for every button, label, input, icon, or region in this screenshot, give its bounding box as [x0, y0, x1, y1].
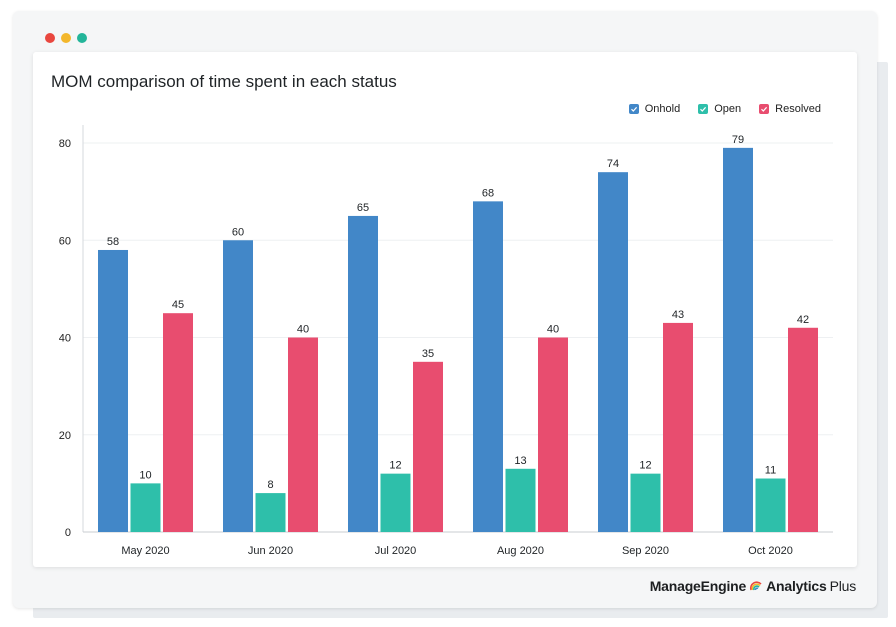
bar-onhold [348, 215, 378, 532]
legend-swatch-open-icon [698, 104, 709, 114]
data-label: 68 [482, 187, 494, 199]
data-label: 40 [297, 324, 309, 336]
data-label: 43 [672, 309, 684, 321]
bar-onhold [223, 240, 253, 532]
bar-open [380, 473, 411, 532]
x-tick-label: Aug 2020 [497, 545, 544, 557]
bar-onhold [598, 172, 628, 533]
legend-label-open: Open [714, 103, 742, 115]
brand-logo: ManageEngine Analytics Plus [649, 578, 857, 594]
data-label: 11 [765, 465, 776, 477]
x-tick-label: May 2020 [121, 545, 169, 557]
bar-open [505, 468, 536, 532]
bar-resolved [288, 337, 318, 532]
y-tick-label: 0 [65, 527, 71, 539]
bar-open [630, 473, 661, 532]
brand-product: Analytics [766, 578, 827, 594]
data-label: 13 [514, 455, 526, 467]
bar-open [755, 478, 786, 532]
data-label: 8 [267, 479, 273, 491]
y-tick-label: 60 [59, 235, 71, 247]
data-label: 45 [172, 299, 184, 311]
maximize-dot-icon[interactable] [77, 33, 87, 43]
x-tick-label: Oct 2020 [748, 545, 793, 557]
legend-swatch-onhold-icon [628, 104, 639, 114]
data-label: 35 [422, 348, 434, 360]
data-label: 12 [389, 460, 401, 472]
brand-company: ManageEngine [649, 578, 747, 594]
data-label: 40 [547, 324, 559, 336]
bar-resolved [663, 322, 693, 532]
data-label: 74 [607, 158, 619, 170]
chart-title: MOM comparison of time spent in each sta… [51, 72, 397, 91]
bar-chart: 0 20 40 60 80 58 10 45 May 2020 60 8 40 Jun 2020 65 12… [59, 125, 833, 557]
y-tick-label: 20 [59, 430, 71, 442]
data-label: 65 [357, 202, 369, 214]
bar-resolved [538, 337, 568, 532]
x-tick-label: Jul 2020 [375, 545, 417, 557]
legend-item-resolved[interactable]: Resolved [759, 103, 821, 115]
data-label: 58 [107, 236, 119, 248]
legend-swatch-resolved-icon [759, 104, 770, 114]
bar-resolved [413, 361, 443, 532]
x-tick-label: Sep 2020 [622, 545, 669, 557]
bar-onhold [723, 147, 753, 533]
data-label: 12 [639, 460, 651, 472]
legend-item-open[interactable]: Open [698, 103, 741, 115]
bar-open [130, 483, 161, 532]
close-dot-icon[interactable] [45, 33, 55, 43]
brand-swirl-icon [750, 581, 762, 591]
minimize-dot-icon[interactable] [61, 33, 71, 43]
chart-card: MOM comparison of time spent in each sta… [33, 52, 857, 567]
legend-label-onhold: Onhold [644, 103, 681, 115]
legend-item-onhold[interactable]: Onhold [628, 103, 681, 115]
data-label: 60 [232, 226, 244, 238]
bar-resolved [788, 327, 818, 532]
y-tick-label: 80 [59, 138, 71, 150]
bar-onhold [98, 249, 128, 532]
data-label: 79 [732, 134, 744, 146]
chart-legend: Onhold Open Resolved [628, 103, 821, 115]
x-tick-label: Jun 2020 [248, 545, 293, 557]
bar-onhold [473, 201, 503, 532]
bar-resolved [163, 313, 193, 532]
legend-label-resolved: Resolved [775, 103, 821, 115]
y-tick-label: 40 [59, 333, 71, 345]
data-label: 42 [797, 314, 809, 326]
bar-open [255, 493, 286, 532]
data-label: 10 [139, 469, 151, 481]
brand-suffix: Plus [829, 578, 857, 594]
